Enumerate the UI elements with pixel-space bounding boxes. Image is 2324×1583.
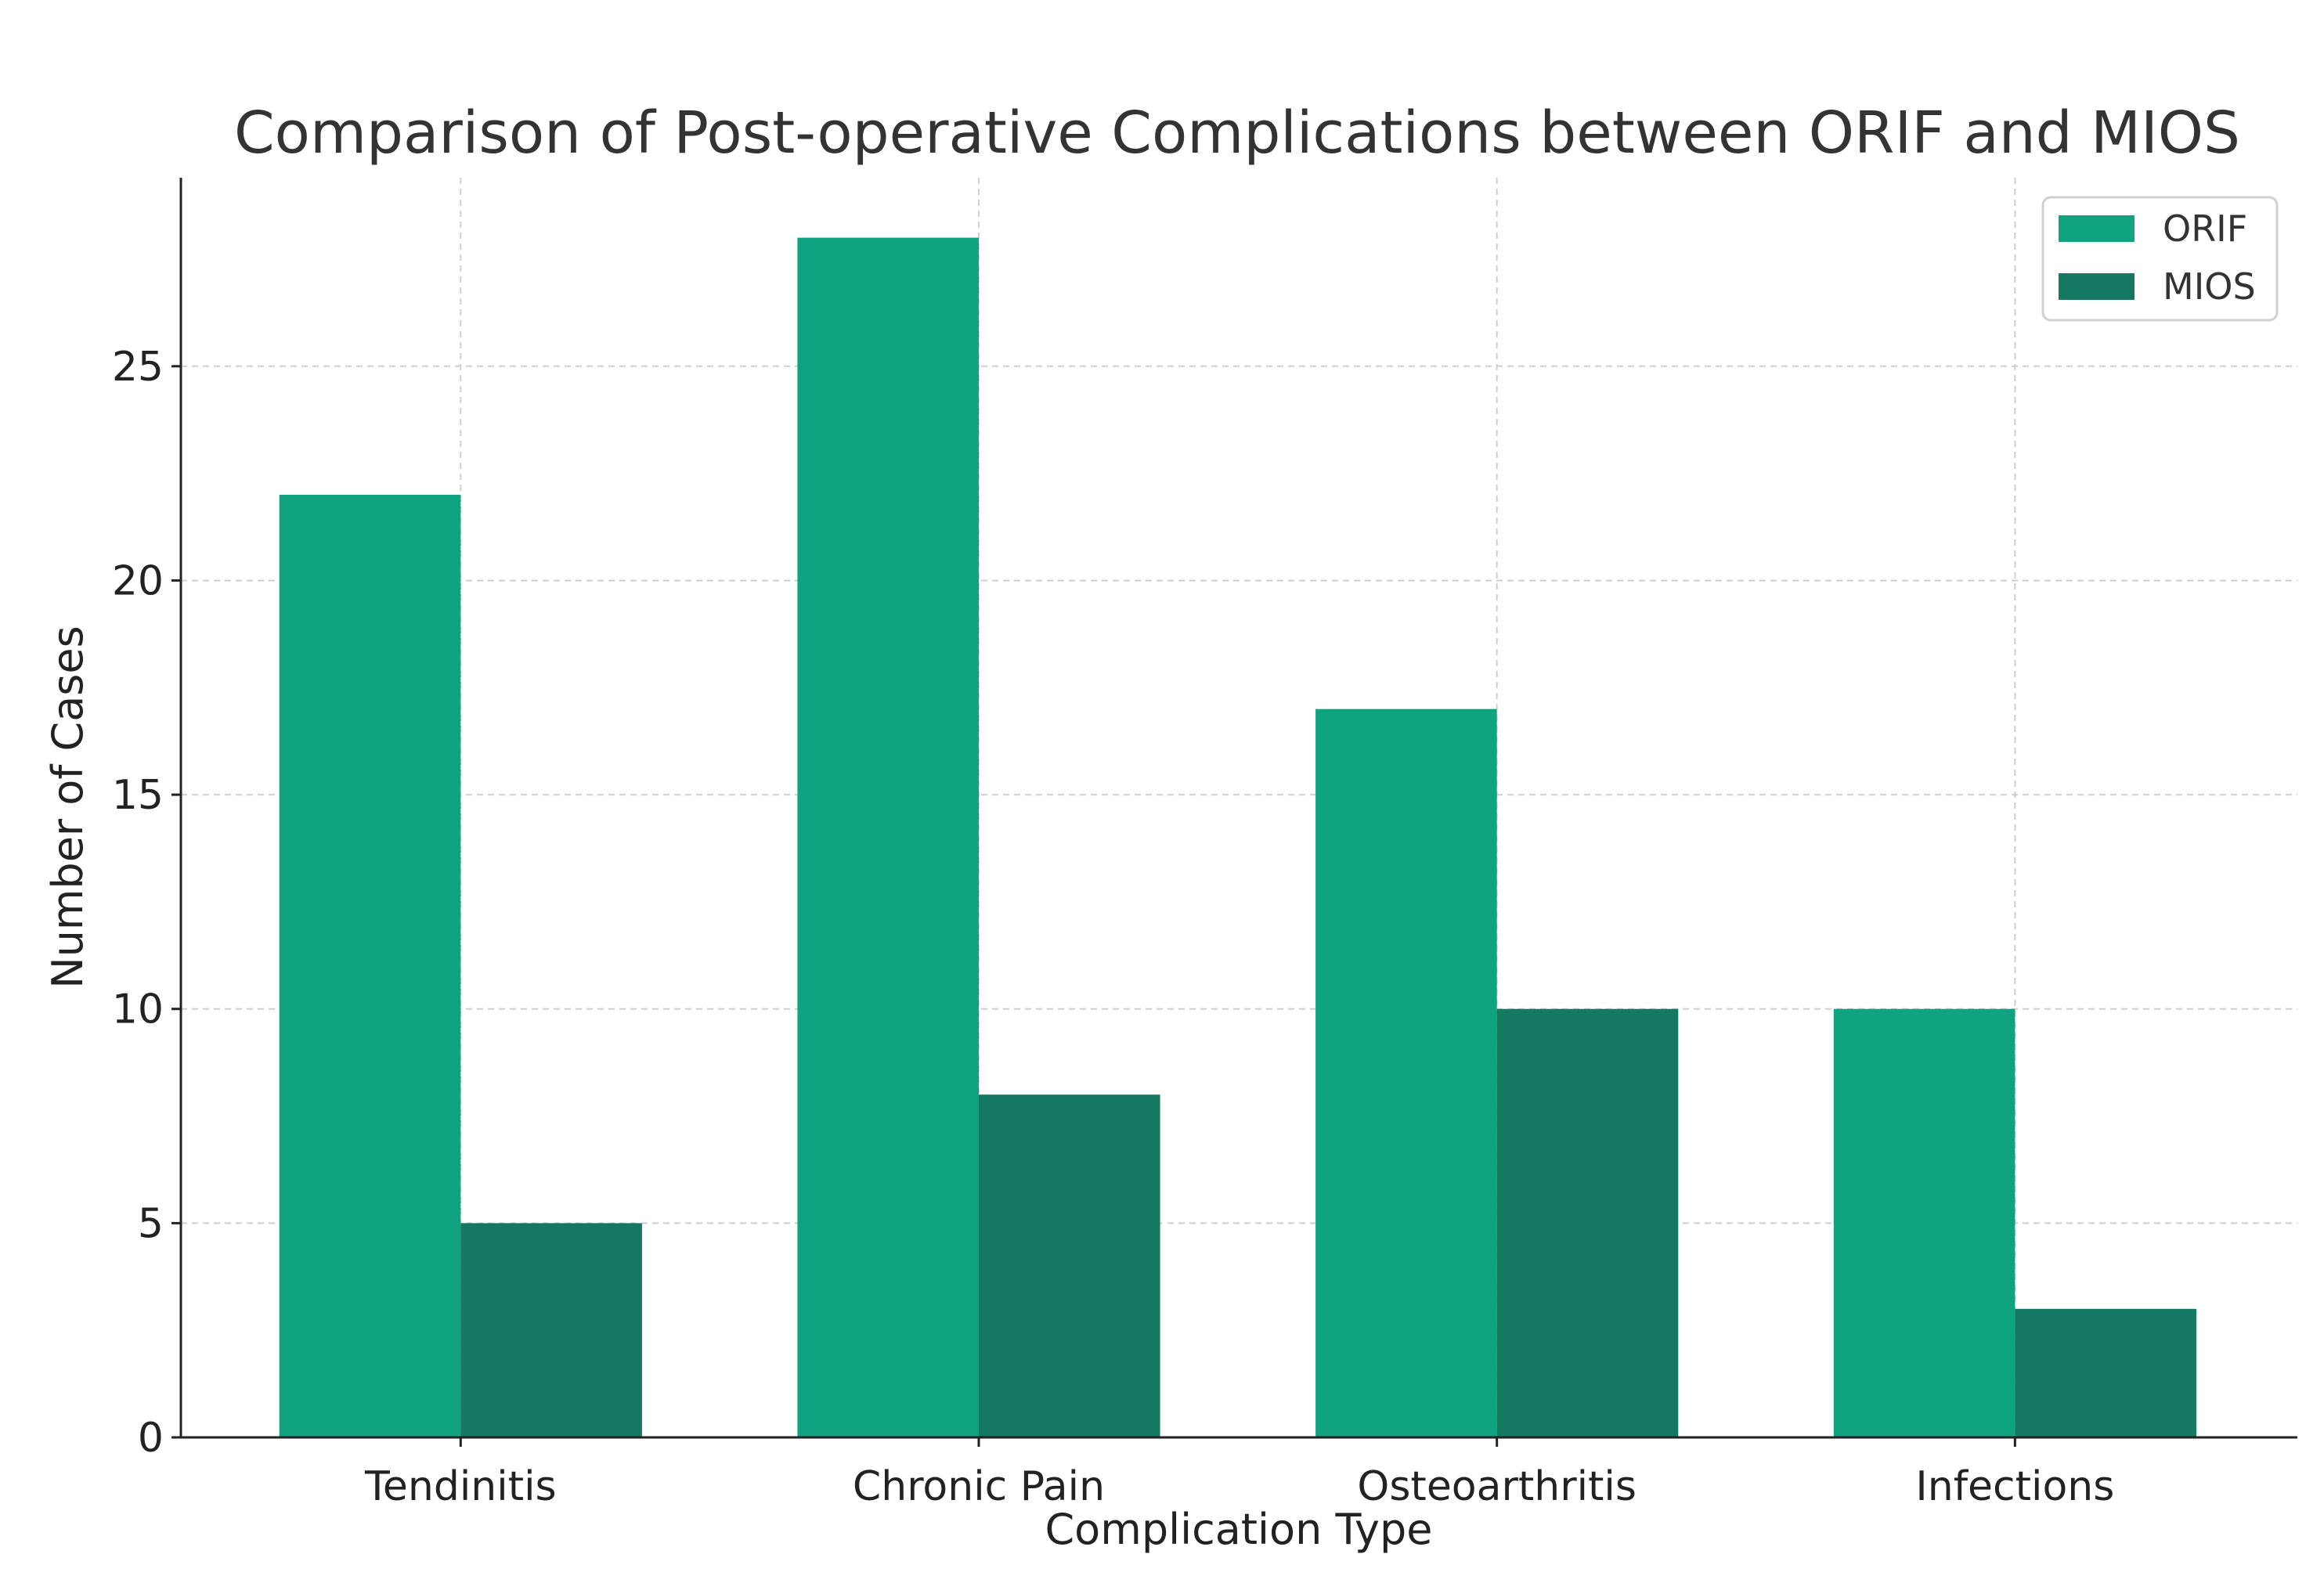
y-axis-label: Number of Cases: [43, 626, 92, 989]
y-tick-label: 15: [112, 772, 164, 819]
x-tick-label: Osteoarthritis: [1357, 1463, 1637, 1510]
x-tick-label: Infections: [1915, 1463, 2114, 1510]
legend-label-mios: MIOS: [2163, 265, 2256, 308]
bar-mios: [979, 1094, 1160, 1437]
bar-orif: [1833, 1008, 2015, 1437]
axes: [171, 178, 2297, 1447]
bar-mios: [2015, 1308, 2196, 1437]
legend-label-orif: ORIF: [2163, 207, 2247, 250]
x-axis-label: Complication Type: [1045, 1505, 1432, 1554]
y-tick-label: 20: [112, 557, 164, 604]
x-tick-label: Chronic Pain: [853, 1463, 1105, 1510]
y-tick-label: 25: [112, 344, 164, 391]
legend: ORIF MIOS: [2041, 196, 2279, 322]
x-tick-label: Tendinitis: [364, 1463, 557, 1510]
legend-swatch-mios: [2059, 273, 2135, 300]
y-tick-label: 0: [138, 1415, 164, 1462]
bar-orif: [797, 237, 980, 1438]
bar-orif: [279, 494, 461, 1438]
y-tick-label: 10: [112, 986, 164, 1033]
legend-swatch-orif: [2059, 215, 2135, 242]
bars: [279, 237, 2196, 1438]
bar-mios: [460, 1223, 642, 1437]
chart-title: Comparison of Post-operative Complicatio…: [234, 99, 2240, 167]
x-tick-labels: Tendinitis Chronic Pain Osteoarthritis Infe…: [364, 1463, 2114, 1510]
bar-mios: [1496, 1008, 1679, 1437]
y-tick-label: 5: [138, 1200, 164, 1247]
y-tick-labels: 0 5 10 15 20 25: [112, 344, 164, 1462]
bar-orif: [1315, 709, 1497, 1437]
